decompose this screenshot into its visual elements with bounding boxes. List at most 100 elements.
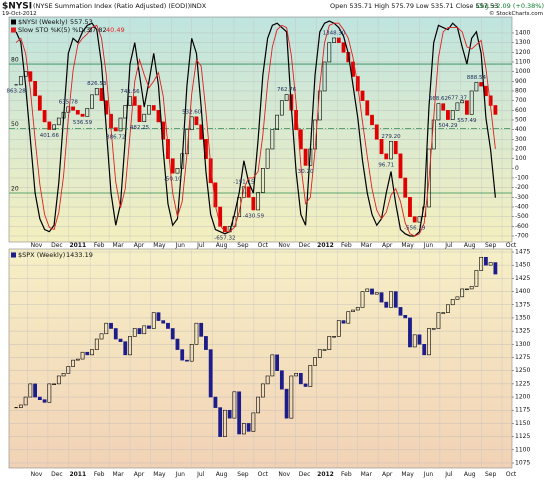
candle xyxy=(137,328,142,335)
candle xyxy=(237,197,242,217)
y-tick-label: 1150 xyxy=(515,420,530,427)
symbol: $NYSI xyxy=(2,2,32,12)
x-tick-label: Nov xyxy=(278,471,290,478)
candle xyxy=(303,148,308,166)
change: Chg +2.09 (+0.38%) xyxy=(476,2,544,10)
candle xyxy=(469,90,474,115)
x-tick-label: Jun xyxy=(423,242,434,249)
value-label: 635.78 xyxy=(59,99,79,105)
value-label: 401.66 xyxy=(40,133,60,139)
candle xyxy=(403,315,408,319)
credit: © StockCharts.com xyxy=(489,10,543,17)
value-label: 482.25 xyxy=(130,125,150,131)
x-tick-label: Nov xyxy=(278,242,290,249)
candle xyxy=(384,153,389,160)
y-tick-label: 1125 xyxy=(515,433,530,440)
y-tick-label: 1100 xyxy=(515,446,530,453)
y-tick-label: 1075 xyxy=(515,459,530,466)
value-label: -50.10 xyxy=(164,177,182,183)
candle xyxy=(484,85,488,97)
legend-name: $SPX (Weekly) xyxy=(18,251,65,259)
candle xyxy=(427,148,431,208)
y-tick-label: 1275 xyxy=(515,354,530,361)
candle xyxy=(204,336,208,350)
candle xyxy=(336,320,341,337)
candle xyxy=(484,256,488,266)
candle xyxy=(156,110,161,123)
candle xyxy=(147,325,151,329)
candle xyxy=(317,349,322,358)
candle xyxy=(365,288,370,292)
candle xyxy=(284,94,289,101)
candle xyxy=(465,288,469,291)
candle xyxy=(493,105,498,115)
value-label: 1348.30 xyxy=(323,30,346,36)
candle xyxy=(251,197,256,211)
candle xyxy=(403,177,408,198)
x-tick-label: 2011 xyxy=(69,471,86,478)
candle xyxy=(265,375,270,385)
candle xyxy=(284,388,289,419)
x-tick-label: Feb xyxy=(341,471,352,478)
candle xyxy=(474,270,479,287)
candle xyxy=(109,322,113,329)
x-tick-label: Jun xyxy=(423,471,434,478)
candle xyxy=(379,292,384,303)
candle xyxy=(341,42,346,53)
candle xyxy=(370,114,374,126)
value-label: 30.20 xyxy=(298,169,314,175)
candle xyxy=(427,328,431,356)
value-label: -430.59 xyxy=(243,213,265,219)
x-tick-label: 2012 xyxy=(317,471,334,478)
candle xyxy=(23,396,28,406)
candle xyxy=(412,334,417,348)
y-tick-label: 1200 xyxy=(515,49,530,56)
value-label: 536.59 xyxy=(73,120,93,126)
candle xyxy=(52,383,56,385)
candle xyxy=(246,423,251,432)
y-tick-label: 1425 xyxy=(515,275,530,282)
candle xyxy=(408,317,412,348)
value-label: 504.29 xyxy=(438,123,458,129)
x-tick-label: Sep xyxy=(237,242,249,249)
x-tick-label: Jul xyxy=(444,471,453,478)
legend-indicator: Slow STO %K(5) %D(3) xyxy=(18,26,93,34)
y-tick-label: 900 xyxy=(515,78,527,85)
x-tick-label: Feb xyxy=(94,242,105,249)
candle xyxy=(436,312,441,329)
candle xyxy=(47,121,52,130)
x-tick-label: May xyxy=(153,242,166,249)
candle xyxy=(279,100,284,116)
legend-value: 557.53 xyxy=(70,18,93,26)
candle xyxy=(227,409,232,419)
x-tick-label: Aug xyxy=(216,242,228,249)
y-tick-label: 1200 xyxy=(515,394,530,401)
x-tick-label: Apr xyxy=(382,471,393,478)
x-tick-label: Oct xyxy=(258,242,269,249)
candle xyxy=(218,206,223,227)
candle xyxy=(42,399,47,403)
candle xyxy=(223,409,227,437)
y-tick-label: -500 xyxy=(515,213,529,220)
candle xyxy=(123,341,128,356)
candle xyxy=(85,108,90,117)
candle xyxy=(365,100,370,116)
y-tick-label: -100 xyxy=(515,174,529,181)
candle xyxy=(332,336,336,338)
candle xyxy=(446,110,450,120)
candle xyxy=(455,102,460,111)
candle xyxy=(370,288,374,295)
candle xyxy=(18,76,23,86)
candle xyxy=(47,383,52,403)
candle xyxy=(128,96,132,106)
candle xyxy=(408,197,412,217)
candle xyxy=(393,291,398,308)
y-tick-label: 1225 xyxy=(515,380,530,387)
candle xyxy=(99,333,104,340)
candle xyxy=(37,396,42,400)
x-tick-label: Oct xyxy=(506,242,517,249)
candle xyxy=(28,383,33,398)
candle xyxy=(52,124,56,130)
candle xyxy=(151,105,156,111)
legend-swatch xyxy=(11,19,16,25)
